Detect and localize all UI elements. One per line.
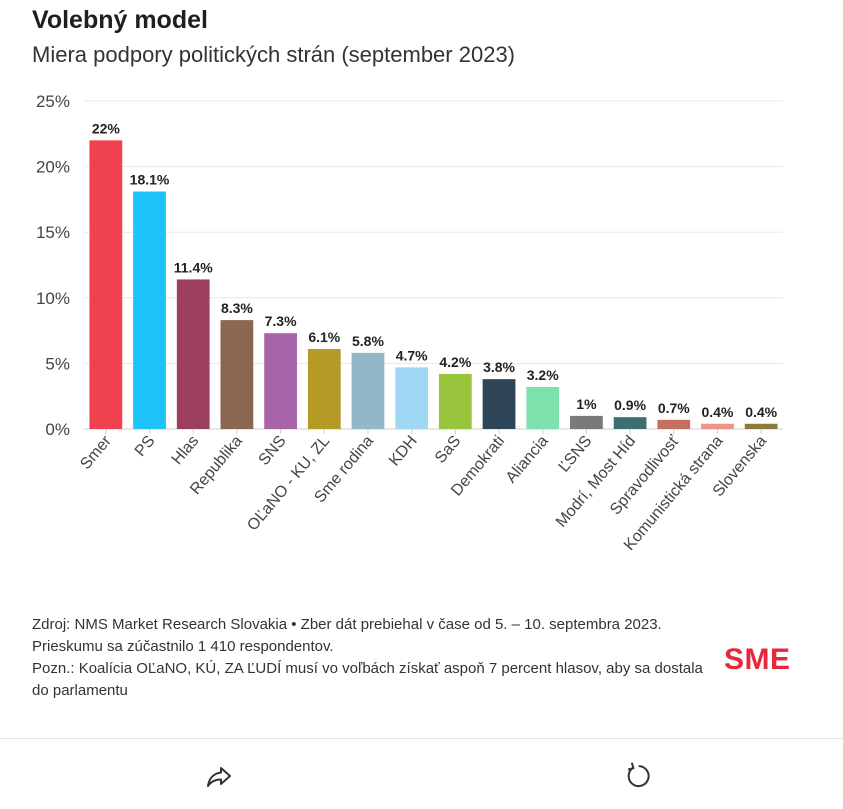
bar-value-label: 5.8%	[352, 333, 384, 349]
bar	[351, 352, 385, 429]
bar	[307, 348, 341, 429]
bar	[264, 333, 297, 429]
x-tick-label: ĽSNS	[556, 433, 596, 476]
bar	[176, 279, 210, 429]
source-note: Zdroj: NMS Market Research Slovakia • Zb…	[32, 616, 662, 655]
y-tick-label: 5%	[45, 354, 70, 373]
toolbar-divider	[0, 738, 843, 739]
sme-logo: SME	[724, 643, 791, 676]
x-tick-label: SaS	[432, 433, 464, 467]
x-tick-label: OĽaNO - KU, ZL	[244, 433, 333, 535]
bar	[701, 423, 734, 429]
remark-note: Pozn.: Koalícia OĽaNO, KÚ, ZA ĽUDÍ musí …	[32, 660, 703, 699]
bar	[570, 415, 603, 429]
x-tick-label: SNS	[255, 433, 289, 469]
bar-value-label: 18.1%	[130, 172, 170, 188]
x-tick-label: PS	[132, 433, 159, 460]
bar	[133, 191, 166, 429]
chart-title: Volebný model	[32, 6, 208, 34]
y-tick-label: 0%	[45, 420, 70, 439]
share-button[interactable]	[201, 758, 237, 794]
share-icon	[207, 767, 231, 787]
bar	[657, 419, 691, 429]
bar	[438, 373, 472, 429]
bar	[744, 423, 778, 429]
bar-value-label: 0.4%	[702, 404, 734, 420]
bar-value-label: 11.4%	[174, 259, 213, 275]
bar-value-label: 0.9%	[614, 397, 646, 413]
bar-value-label: 22%	[92, 120, 121, 136]
x-tick-label: Hlas	[169, 433, 203, 468]
bar-value-label: 3.2%	[527, 367, 559, 383]
y-tick-label: 10%	[36, 289, 70, 308]
y-tick-label: 20%	[36, 158, 70, 177]
x-tick-label: Modrí, Most Híd	[553, 433, 639, 531]
x-tick-label: Aliancia	[503, 433, 552, 487]
y-tick-label: 15%	[36, 223, 70, 242]
x-tick-label: Smer	[77, 432, 115, 473]
bar-value-label: 4.2%	[439, 354, 471, 370]
bar-value-label: 6.1%	[308, 329, 340, 345]
bar-value-label: 0.4%	[745, 404, 777, 420]
bar-value-label: 4.7%	[396, 347, 428, 363]
y-tick-label: 25%	[36, 92, 70, 111]
chart-footer: Zdroj: NMS Market Research Slovakia • Zb…	[32, 614, 722, 702]
bar-chart: 0% 5% 10% 15% 20% 25% 22% Smer 18.1% PS 11.4% Hlas 8…	[36, 92, 783, 554]
x-tick-label: KDH	[386, 433, 421, 470]
bar-value-label: 7.3%	[265, 313, 297, 329]
bar-value-label: 3.8%	[483, 359, 515, 375]
bar	[526, 387, 560, 429]
bar	[613, 417, 647, 429]
bar-value-label: 8.3%	[221, 300, 253, 316]
refresh-button[interactable]	[620, 758, 656, 794]
bar	[482, 379, 516, 429]
bar	[220, 320, 254, 429]
chart-subtitle: Miera podpory politických strán (septemb…	[32, 42, 516, 67]
refresh-icon	[627, 762, 650, 788]
bar-value-label: 0.7%	[658, 400, 690, 416]
bar	[395, 367, 429, 429]
bar-value-label: 1%	[576, 396, 597, 412]
bar	[89, 140, 123, 430]
